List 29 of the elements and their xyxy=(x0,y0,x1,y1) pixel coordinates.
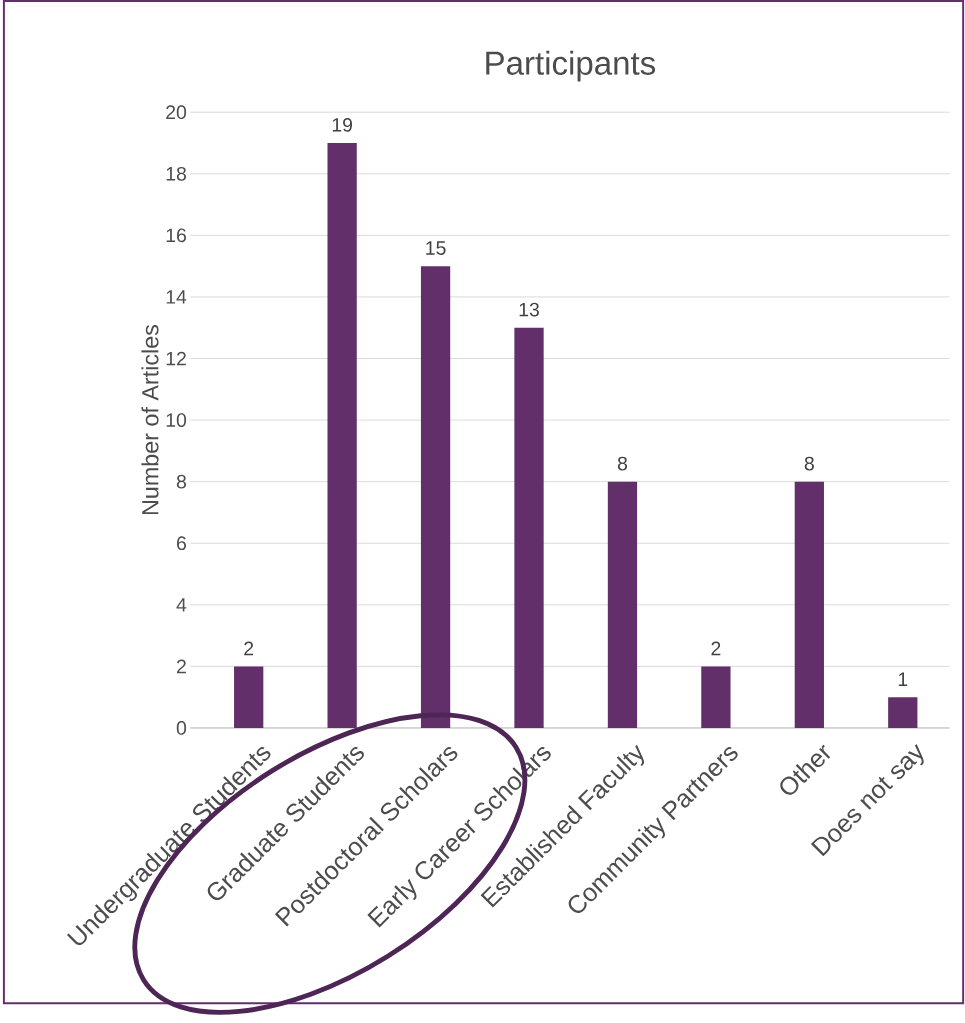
y-tick-label: 18 xyxy=(166,166,186,181)
bar xyxy=(888,697,918,728)
data-label: 13 xyxy=(519,302,539,317)
bar xyxy=(420,266,451,728)
chart-title: Participants xyxy=(486,50,655,82)
y-axis-title: Number of Articles xyxy=(141,325,159,515)
y-tick-label: 2 xyxy=(176,659,186,674)
y-tick-label: 14 xyxy=(166,290,187,304)
bar xyxy=(607,481,638,728)
data-label: 1 xyxy=(898,672,908,686)
y-tick-label: 20 xyxy=(166,105,187,120)
y-tick-label: 6 xyxy=(176,536,186,551)
bar xyxy=(234,666,264,728)
data-label: 8 xyxy=(804,456,814,471)
y-tick-label: 0 xyxy=(176,721,187,735)
data-label: 19 xyxy=(332,117,352,132)
bar xyxy=(794,481,824,728)
y-tick-label: 16 xyxy=(166,228,186,243)
y-tick-label: 8 xyxy=(176,474,186,489)
data-label: 2 xyxy=(711,641,721,656)
data-label: 15 xyxy=(426,241,446,255)
y-tick-label: 4 xyxy=(176,598,187,612)
data-label: 8 xyxy=(617,456,627,471)
data-label: 2 xyxy=(244,641,254,656)
bar xyxy=(514,327,544,728)
y-tick-label: 10 xyxy=(166,413,187,427)
bar xyxy=(327,143,357,728)
bar xyxy=(701,666,731,728)
y-tick-label: 12 xyxy=(166,351,186,366)
